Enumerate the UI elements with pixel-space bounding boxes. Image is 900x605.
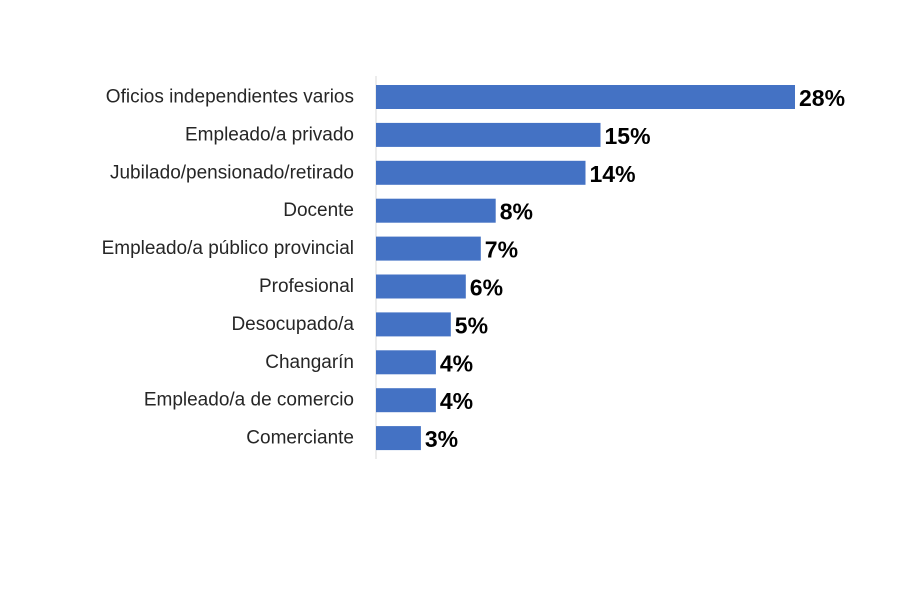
value-label: 4% (440, 350, 473, 376)
value-label: 15% (605, 123, 651, 149)
category-label: Desocupado/a (231, 314, 354, 335)
category-label: Empleado/a público provincial (102, 238, 354, 259)
value-label: 6% (470, 275, 503, 301)
category-label: Docente (283, 200, 354, 221)
bar (376, 236, 481, 261)
bar (376, 198, 496, 223)
value-label: 5% (455, 312, 488, 338)
value-label: 3% (425, 426, 458, 452)
category-labels: Oficios independientes varios Empleado/a … (102, 87, 355, 449)
value-labels: 28% 15% 14% 8% 7% 6% 5% 4% 4% 3% (425, 85, 845, 452)
category-label: Jubilado/pensionado/retirado (110, 162, 354, 183)
value-label: 4% (440, 388, 473, 414)
value-label: 8% (500, 199, 533, 225)
value-label: 28% (799, 85, 845, 111)
bar (376, 426, 421, 451)
bar (376, 122, 601, 147)
category-label: Changarín (265, 352, 354, 373)
value-label: 14% (590, 161, 636, 187)
bars-group (376, 85, 795, 451)
category-label: Empleado/a privado (185, 124, 354, 145)
bar (376, 388, 436, 413)
bar (376, 312, 451, 337)
bar (376, 85, 795, 109)
bar (376, 160, 586, 185)
value-label: 7% (485, 237, 518, 263)
category-label: Comerciante (246, 428, 354, 449)
bar (376, 274, 466, 299)
category-label: Profesional (259, 276, 354, 297)
category-label: Empleado/a de comercio (144, 390, 354, 411)
category-label: Oficios independientes varios (106, 87, 354, 108)
bar (376, 350, 436, 375)
